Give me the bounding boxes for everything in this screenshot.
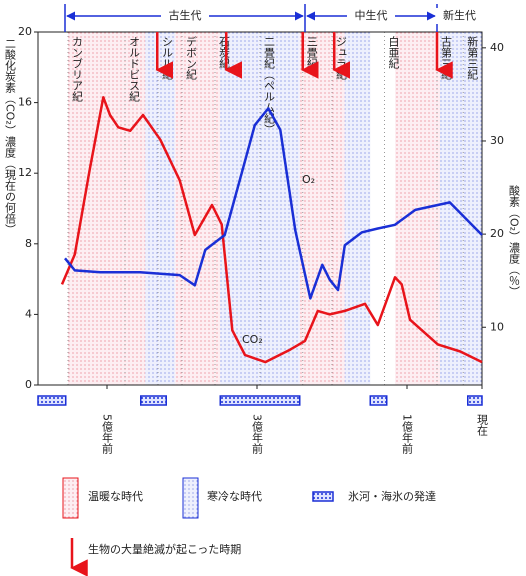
glaciation [369, 395, 388, 406]
plot-frame [37, 31, 483, 386]
y-tick-label: 0 [25, 378, 32, 391]
y-axis-title: 二酸化炭素（CO₂）濃度（現在の何倍） [4, 38, 17, 235]
series-line [60, 96, 483, 364]
legend-label: 寒冷な時代 [207, 489, 262, 503]
y-tick-label: 20 [18, 25, 32, 38]
climate-band [145, 32, 176, 385]
y-tick-label: 12 [18, 166, 32, 179]
era-label-bg [161, 8, 209, 24]
y2-tick-label: 40 [490, 41, 504, 54]
x-tick-label: 1億年前 [401, 414, 414, 455]
climate-band [440, 32, 482, 385]
period-label: 古第三紀 [440, 36, 453, 80]
period-label: ジュラ紀 [335, 36, 348, 80]
period-label: オルドビス紀 [128, 36, 141, 102]
y2-tick-label: 10 [490, 320, 504, 333]
legend-label: 氷河・海氷の発達 [348, 489, 436, 503]
climate-band [299, 32, 345, 385]
y-tick-label: 16 [18, 96, 32, 109]
glaciation [467, 395, 483, 406]
legend-swatch-cold [182, 477, 199, 519]
period-label: 石炭紀 [218, 36, 231, 69]
foreground-layer: カンブリア紀 オルドビス紀 シルル紀 デボン紀 石炭紀 二畳紀（ペルム紀） 三畳紀 ジュラ紀白… [4, 4, 521, 576]
era-label: 古生代 [169, 8, 202, 22]
y2-tick-label: 30 [490, 134, 504, 147]
period-label: 新第三紀 [466, 35, 479, 80]
glaciation [37, 395, 67, 406]
era-label: 新生代 [443, 8, 476, 22]
period-label: デボン紀 [185, 35, 198, 80]
y-tick-label: 4 [25, 307, 32, 320]
climate-band [68, 32, 146, 385]
era-label: 中生代 [355, 8, 388, 22]
climate-band [344, 32, 371, 385]
legend-swatch-glacier [312, 491, 334, 502]
glaciation [140, 395, 167, 406]
legend-label: 生物の大量絶滅が起こった時期 [88, 542, 241, 556]
period-label: 三畳紀 [305, 36, 318, 69]
series-label: CO₂ [242, 333, 263, 346]
period-label: シルル紀 [161, 36, 174, 80]
x-tick-label: 3億年前 [251, 414, 264, 455]
y2-axis-title: 酸素（O₂）濃度（％） [508, 184, 521, 297]
y2-tick-label: 20 [490, 227, 504, 240]
era-label-bg [435, 8, 484, 24]
x-tick-label: 現在 [476, 414, 489, 436]
glaciation [219, 395, 301, 406]
y-tick-label: 8 [25, 237, 32, 250]
series-label: O₂ [302, 173, 315, 186]
x-tick-label: 5億年前 [101, 414, 114, 455]
era-label-bg [347, 8, 395, 24]
series-line [64, 107, 483, 300]
legend-swatch-warm [62, 477, 79, 519]
background-layer [67, 32, 482, 385]
legend-label: 温暖な時代 [88, 490, 143, 503]
period-label: 白亜紀 [387, 35, 400, 69]
period-label: カンブリア紀 [71, 36, 84, 102]
